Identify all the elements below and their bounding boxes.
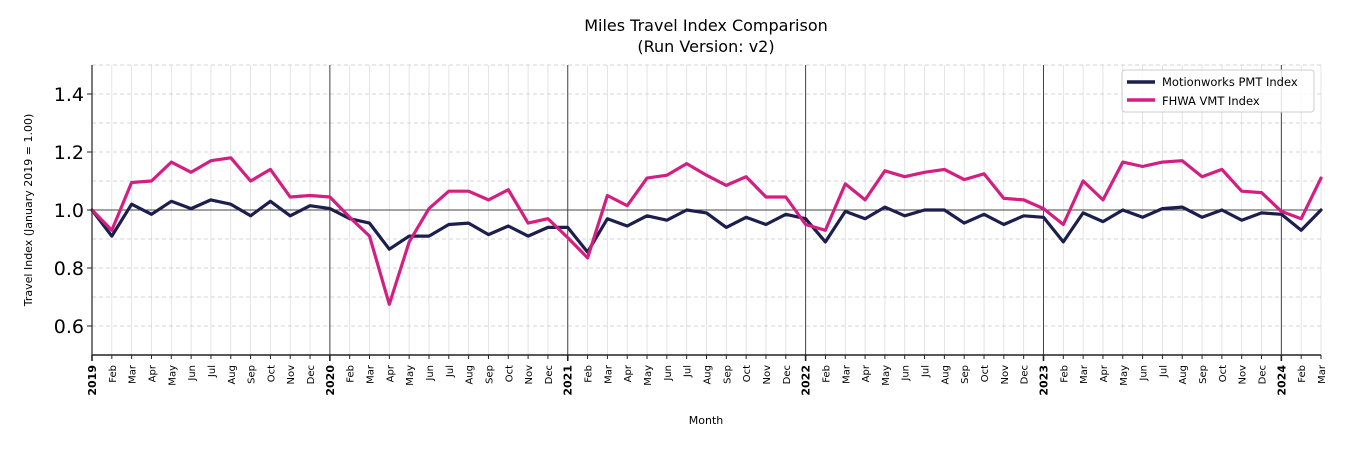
series-line-1 (90, 156, 1323, 306)
x-tick-label: 2019 (86, 365, 99, 396)
x-tick-label: Apr (147, 364, 158, 382)
x-tick-label: Feb (821, 365, 832, 383)
x-tick-label: 2023 (1037, 365, 1050, 396)
x-tick-label: Apr (623, 364, 634, 382)
x-tick-label: Sep (722, 365, 733, 384)
x-tick-label: Oct (266, 365, 277, 382)
x-tick-label: Mar (1317, 364, 1328, 384)
x-axis-label: Month (689, 414, 724, 427)
y-tick-label: 1.0 (54, 200, 84, 222)
x-axis-ticks: 2019 Feb Mar Apr May Jun Jul Aug Sep Oct Nov Dec 202… (86, 355, 1328, 396)
x-tick-label: Feb (1297, 365, 1308, 383)
x-tick-label: Oct (1218, 365, 1229, 382)
x-tick-label: Aug (227, 365, 238, 385)
x-tick-label: May (881, 365, 892, 386)
x-tick-label: Nov (762, 365, 773, 385)
y-tick-label: 1.2 (54, 142, 84, 164)
chart-title: Miles Travel Index Comparison (584, 16, 828, 35)
x-tick-label: May (1119, 365, 1130, 386)
y-axis-label: Travel Index (January 2019 = 1.00) (22, 114, 35, 307)
x-tick-label: Jul (683, 365, 694, 378)
x-tick-label: Jun (187, 365, 198, 382)
x-tick-label: Oct (980, 365, 991, 382)
x-tick-label: 2024 (1275, 365, 1288, 396)
x-tick-label: Mar (128, 364, 139, 384)
x-tick-label: 2021 (562, 365, 575, 396)
x-tick-label: Sep (960, 365, 971, 384)
y-axis-ticks: 0.6 0.8 1.0 1.2 1.4 (54, 84, 92, 338)
x-tick-label: Feb (108, 365, 119, 383)
x-tick-label: Dec (544, 365, 555, 384)
x-tick-label: 2022 (800, 365, 813, 396)
x-tick-label: Mar (841, 364, 852, 384)
x-tick-label: Jul (445, 365, 456, 378)
x-tick-label: Apr (861, 364, 872, 382)
x-tick-label: Oct (742, 365, 753, 382)
y-tick-label: 0.8 (54, 258, 84, 280)
x-tick-label: Jul (207, 365, 218, 378)
x-tick-label: Dec (1020, 365, 1031, 384)
x-tick-label: Feb (1059, 365, 1070, 383)
x-tick-label: Mar (1079, 364, 1090, 384)
x-tick-label: Nov (1000, 365, 1011, 385)
legend: Motionworks PMT Index FHWA VMT Index (1121, 69, 1315, 113)
x-tick-label: Nov (286, 365, 297, 385)
legend-label-pmt: Motionworks PMT Index (1162, 75, 1298, 89)
x-tick-label: 2020 (324, 365, 337, 396)
series-line-0 (90, 198, 1323, 254)
x-tick-label: Aug (465, 365, 476, 385)
x-tick-label: May (405, 365, 416, 386)
x-tick-label: Dec (782, 365, 793, 384)
x-tick-label: Oct (504, 365, 515, 382)
x-tick-label: Jun (425, 365, 436, 382)
chart-subtitle: (Run Version: v2) (637, 37, 774, 56)
x-tick-label: Aug (703, 365, 714, 385)
x-tick-label: Jun (663, 365, 674, 382)
x-tick-label: Dec (306, 365, 317, 384)
x-tick-label: Sep (1198, 365, 1209, 384)
x-tick-label: Apr (1099, 364, 1110, 382)
x-tick-label: Dec (1258, 365, 1269, 384)
y-tick-label: 1.4 (54, 84, 84, 106)
x-tick-label: May (167, 365, 178, 386)
x-tick-label: Sep (484, 365, 495, 384)
x-tick-label: Nov (524, 365, 535, 385)
x-tick-label: Aug (1178, 365, 1189, 385)
y-tick-label: 0.6 (54, 316, 84, 338)
x-tick-label: Feb (346, 365, 357, 383)
x-tick-label: Feb (584, 365, 595, 383)
x-tick-label: Jul (921, 365, 932, 378)
x-tick-label: May (643, 365, 654, 386)
x-tick-label: Aug (940, 365, 951, 385)
x-tick-label: Nov (1238, 365, 1249, 385)
x-tick-label: Mar (603, 364, 614, 384)
x-tick-label: Jun (901, 365, 912, 382)
x-tick-label: Sep (247, 365, 258, 384)
data-lines (90, 156, 1323, 306)
x-tick-label: Jun (1139, 365, 1150, 382)
x-tick-label: Apr (385, 364, 396, 382)
x-tick-label: Mar (366, 364, 377, 384)
x-tick-label: Jul (1158, 365, 1169, 378)
legend-label-vmt: FHWA VMT Index (1162, 94, 1260, 108)
